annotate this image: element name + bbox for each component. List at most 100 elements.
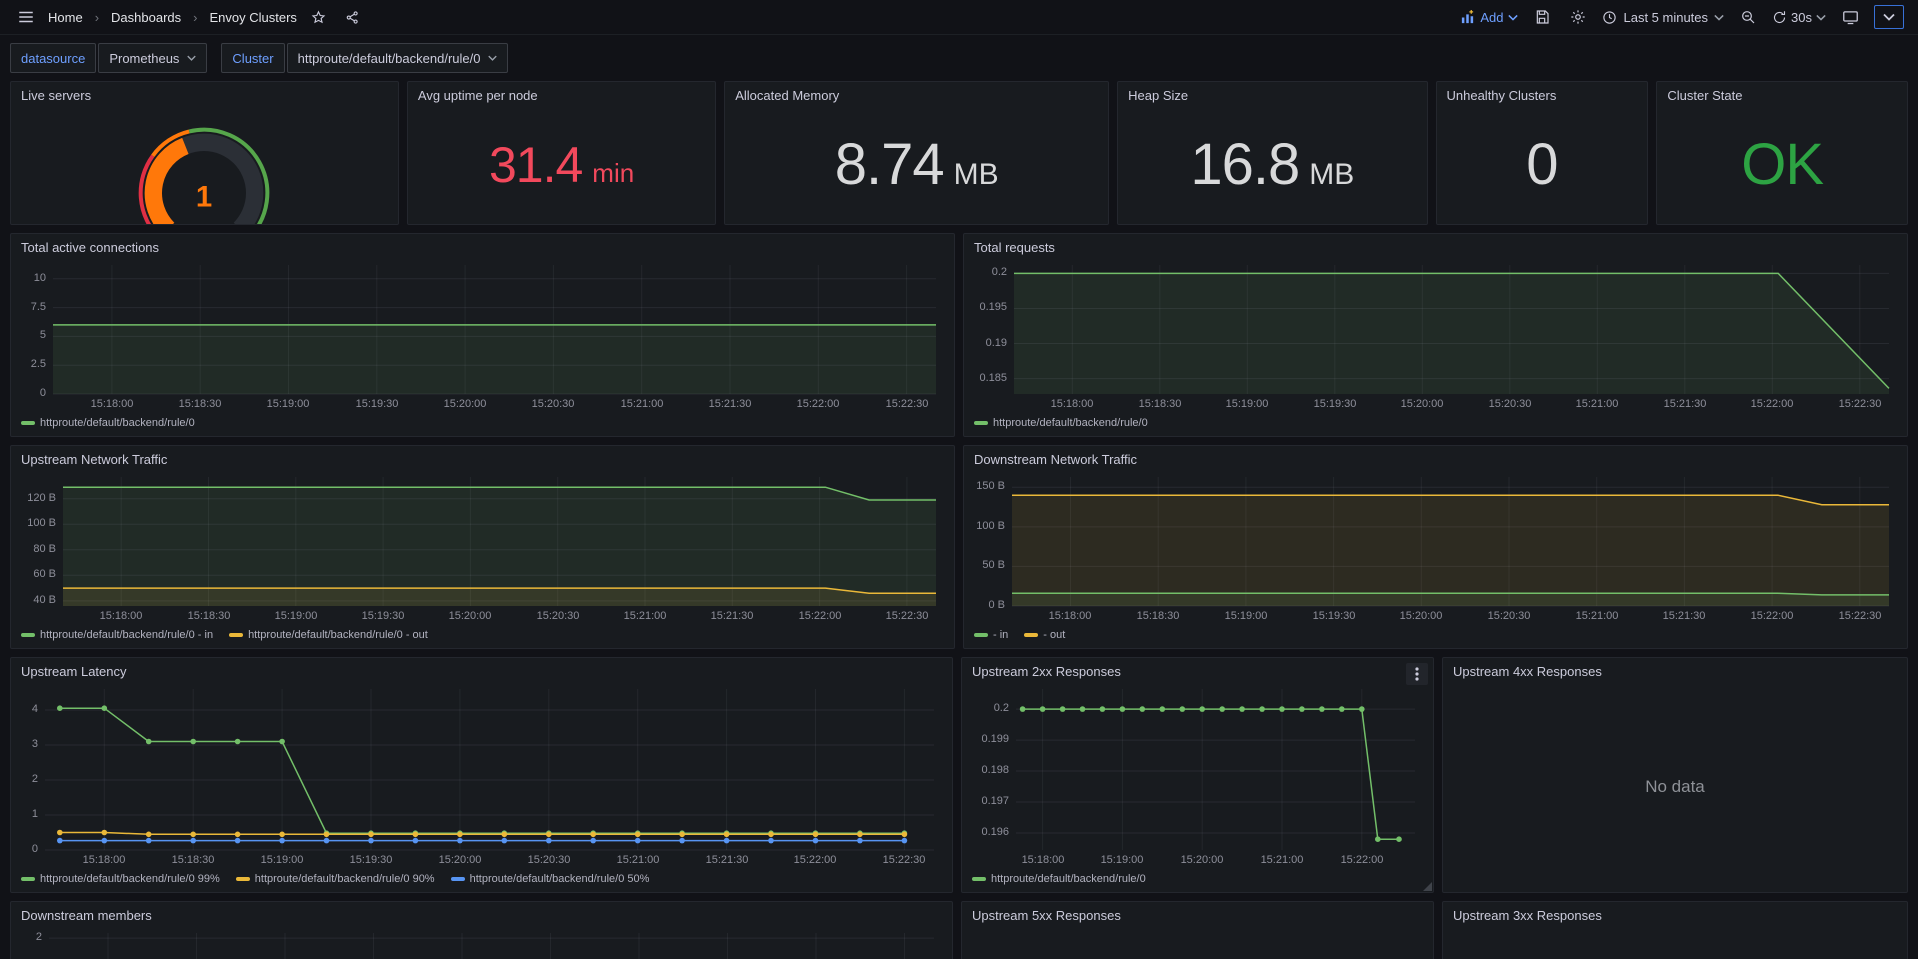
chart-plot-area[interactable]: 40 B60 B80 B100 B120 B15:18:0015:18:3015… bbox=[19, 471, 946, 626]
chart-legend: httproute/default/backend/rule/0 99% http… bbox=[11, 870, 952, 892]
panel-upstream-network-traffic: Upstream Network Traffic 40 B60 B80 B100… bbox=[10, 445, 955, 649]
legend-item[interactable]: httproute/default/backend/rule/0 50% bbox=[451, 873, 650, 885]
panel-resize-handle[interactable] bbox=[1423, 882, 1432, 891]
legend-item[interactable]: httproute/default/backend/rule/0 - in bbox=[21, 629, 213, 641]
panel-title[interactable]: Upstream 2xx Responses bbox=[962, 658, 1433, 681]
legend-item[interactable]: httproute/default/backend/rule/0 bbox=[972, 873, 1146, 885]
dashboard-settings-button[interactable] bbox=[1566, 5, 1590, 29]
chart-canvas bbox=[19, 259, 946, 414]
no-data-message: No data bbox=[1443, 681, 1907, 892]
add-chart-icon bbox=[1460, 10, 1475, 25]
stat-value: 0 bbox=[1526, 136, 1557, 194]
time-range-label: Last 5 minutes bbox=[1623, 10, 1708, 25]
chart-canvas bbox=[19, 471, 946, 626]
chart-canvas bbox=[972, 259, 1899, 414]
panel-downstream-network-traffic: Downstream Network Traffic 0 B50 B100 B1… bbox=[963, 445, 1908, 649]
collapse-topbar-button[interactable] bbox=[1874, 5, 1904, 29]
hamburger-icon bbox=[17, 8, 35, 26]
chart-plot-area[interactable]: 0 B50 B100 B150 B15:18:0015:18:3015:19:0… bbox=[972, 471, 1899, 626]
breadcrumb-current[interactable]: Envoy Clusters bbox=[209, 10, 296, 25]
legend-item[interactable]: - in bbox=[974, 629, 1008, 641]
panel-title[interactable]: Upstream 4xx Responses bbox=[1443, 658, 1907, 681]
panel-title[interactable]: Upstream Latency bbox=[11, 658, 952, 681]
top-nav-bar: Home › Dashboards › Envoy Clusters Add L… bbox=[0, 0, 1918, 35]
panel-total-requests: Total requests 0.1850.190.1950.215:18:00… bbox=[963, 233, 1908, 437]
chart-canvas bbox=[972, 471, 1899, 626]
zoom-out-icon bbox=[1740, 9, 1756, 25]
refresh-icon bbox=[1772, 10, 1787, 25]
stat-value: 16.8MB bbox=[1190, 136, 1354, 194]
chart-plot-area[interactable] bbox=[1451, 927, 1899, 959]
cluster-variable-select[interactable]: httproute/default/backend/rule/0 bbox=[287, 43, 509, 73]
refresh-picker[interactable]: 30s bbox=[1772, 10, 1826, 25]
panel-title[interactable]: Avg uptime per node bbox=[408, 82, 715, 105]
panel-title[interactable]: Total requests bbox=[964, 234, 1907, 257]
panel-title[interactable]: Downstream members bbox=[11, 902, 952, 925]
chart-canvas bbox=[19, 683, 944, 870]
panel-title[interactable]: Live servers bbox=[11, 82, 398, 105]
datasource-variable-select[interactable]: Prometheus bbox=[98, 43, 207, 73]
cluster-variable-label: Cluster bbox=[221, 43, 284, 73]
chevron-down-icon bbox=[1714, 14, 1724, 21]
chevron-down-icon bbox=[1508, 14, 1518, 21]
panel-title[interactable]: Unhealthy Clusters bbox=[1437, 82, 1648, 105]
panel-menu-button[interactable] bbox=[1406, 663, 1428, 685]
save-dashboard-button[interactable] bbox=[1530, 5, 1554, 29]
chart-plot-area[interactable]: 0.1850.190.1950.215:18:0015:18:3015:19:0… bbox=[972, 259, 1899, 414]
chart-plot-area[interactable]: 02.557.51015:18:0015:18:3015:19:0015:19:… bbox=[19, 259, 946, 414]
chart-canvas bbox=[19, 927, 944, 959]
menu-toggle-button[interactable] bbox=[14, 5, 38, 29]
panel-title[interactable]: Cluster State bbox=[1657, 82, 1907, 105]
chart-plot-area[interactable]: 0123415:18:0015:18:3015:19:0015:19:3015:… bbox=[19, 683, 944, 870]
panel-downstream-members: Downstream members 2 bbox=[10, 901, 953, 959]
chart-plot-area[interactable]: 0.1960.1970.1980.1990.215:18:0015:19:001… bbox=[970, 683, 1425, 870]
panel-unhealthy-clusters: Unhealthy Clusters 0 bbox=[1436, 81, 1649, 225]
live-servers-gauge: 1 bbox=[11, 105, 398, 224]
panel-title[interactable]: Allocated Memory bbox=[725, 82, 1108, 105]
panel-allocated-memory: Allocated Memory 8.74MB bbox=[724, 81, 1109, 225]
time-range-picker[interactable]: Last 5 minutes bbox=[1602, 10, 1724, 25]
breadcrumb-home[interactable]: Home bbox=[48, 10, 83, 25]
panel-title[interactable]: Upstream 3xx Responses bbox=[1443, 902, 1907, 925]
chart-plot-area[interactable] bbox=[970, 927, 1425, 959]
dashboard-variables-row: datasource Prometheus Cluster httproute/… bbox=[0, 35, 1918, 81]
legend-item[interactable]: httproute/default/backend/rule/0 bbox=[21, 417, 195, 429]
legend-item[interactable]: httproute/default/backend/rule/0 90% bbox=[236, 873, 435, 885]
panel-title[interactable]: Downstream Network Traffic bbox=[964, 446, 1907, 469]
legend-item[interactable]: httproute/default/backend/rule/0 - out bbox=[229, 629, 428, 641]
chevron-down-icon bbox=[1816, 14, 1826, 21]
stat-value: 31.4min bbox=[489, 140, 634, 190]
refresh-interval-label: 30s bbox=[1791, 10, 1812, 25]
breadcrumb-separator: › bbox=[191, 10, 199, 25]
breadcrumb-separator: › bbox=[93, 10, 101, 25]
panel-total-active-connections: Total active connections 02.557.51015:18… bbox=[10, 233, 955, 437]
add-panel-button[interactable]: Add bbox=[1460, 10, 1518, 25]
panel-title[interactable]: Upstream 5xx Responses bbox=[962, 902, 1433, 925]
panel-title[interactable]: Total active connections bbox=[11, 234, 954, 257]
chart-legend: - in - out bbox=[964, 626, 1907, 648]
share-icon bbox=[345, 10, 360, 25]
legend-item[interactable]: httproute/default/backend/rule/0 bbox=[974, 417, 1148, 429]
tv-mode-button[interactable] bbox=[1838, 5, 1862, 29]
clock-icon bbox=[1602, 10, 1617, 25]
chart-plot-area[interactable]: 2 bbox=[19, 927, 944, 959]
share-dashboard-button[interactable] bbox=[341, 5, 365, 29]
zoom-out-time-button[interactable] bbox=[1736, 5, 1760, 29]
datasource-variable: datasource Prometheus bbox=[10, 43, 207, 73]
datasource-variable-label: datasource bbox=[10, 43, 96, 73]
breadcrumb-dashboards[interactable]: Dashboards bbox=[111, 10, 181, 25]
chart-legend: httproute/default/backend/rule/0 - in htt… bbox=[11, 626, 954, 648]
save-icon bbox=[1534, 9, 1550, 25]
panel-title[interactable]: Upstream Network Traffic bbox=[11, 446, 954, 469]
panel-upstream-2xx-responses: Upstream 2xx Responses 0.1960.1970.1980.… bbox=[961, 657, 1434, 893]
panel-heap-size: Heap Size 16.8MB bbox=[1117, 81, 1427, 225]
favorite-star-button[interactable] bbox=[307, 5, 331, 29]
dashboard-grid: Live servers 1 Avg uptime per node 31.4m… bbox=[0, 81, 1918, 959]
legend-item[interactable]: - out bbox=[1024, 629, 1065, 641]
chevron-down-icon bbox=[488, 55, 497, 61]
panel-title[interactable]: Heap Size bbox=[1118, 82, 1426, 105]
cluster-variable: Cluster httproute/default/backend/rule/0 bbox=[221, 43, 508, 73]
legend-item[interactable]: httproute/default/backend/rule/0 99% bbox=[21, 873, 220, 885]
chart-legend: httproute/default/backend/rule/0 bbox=[964, 414, 1907, 436]
stat-value: OK bbox=[1741, 136, 1823, 194]
